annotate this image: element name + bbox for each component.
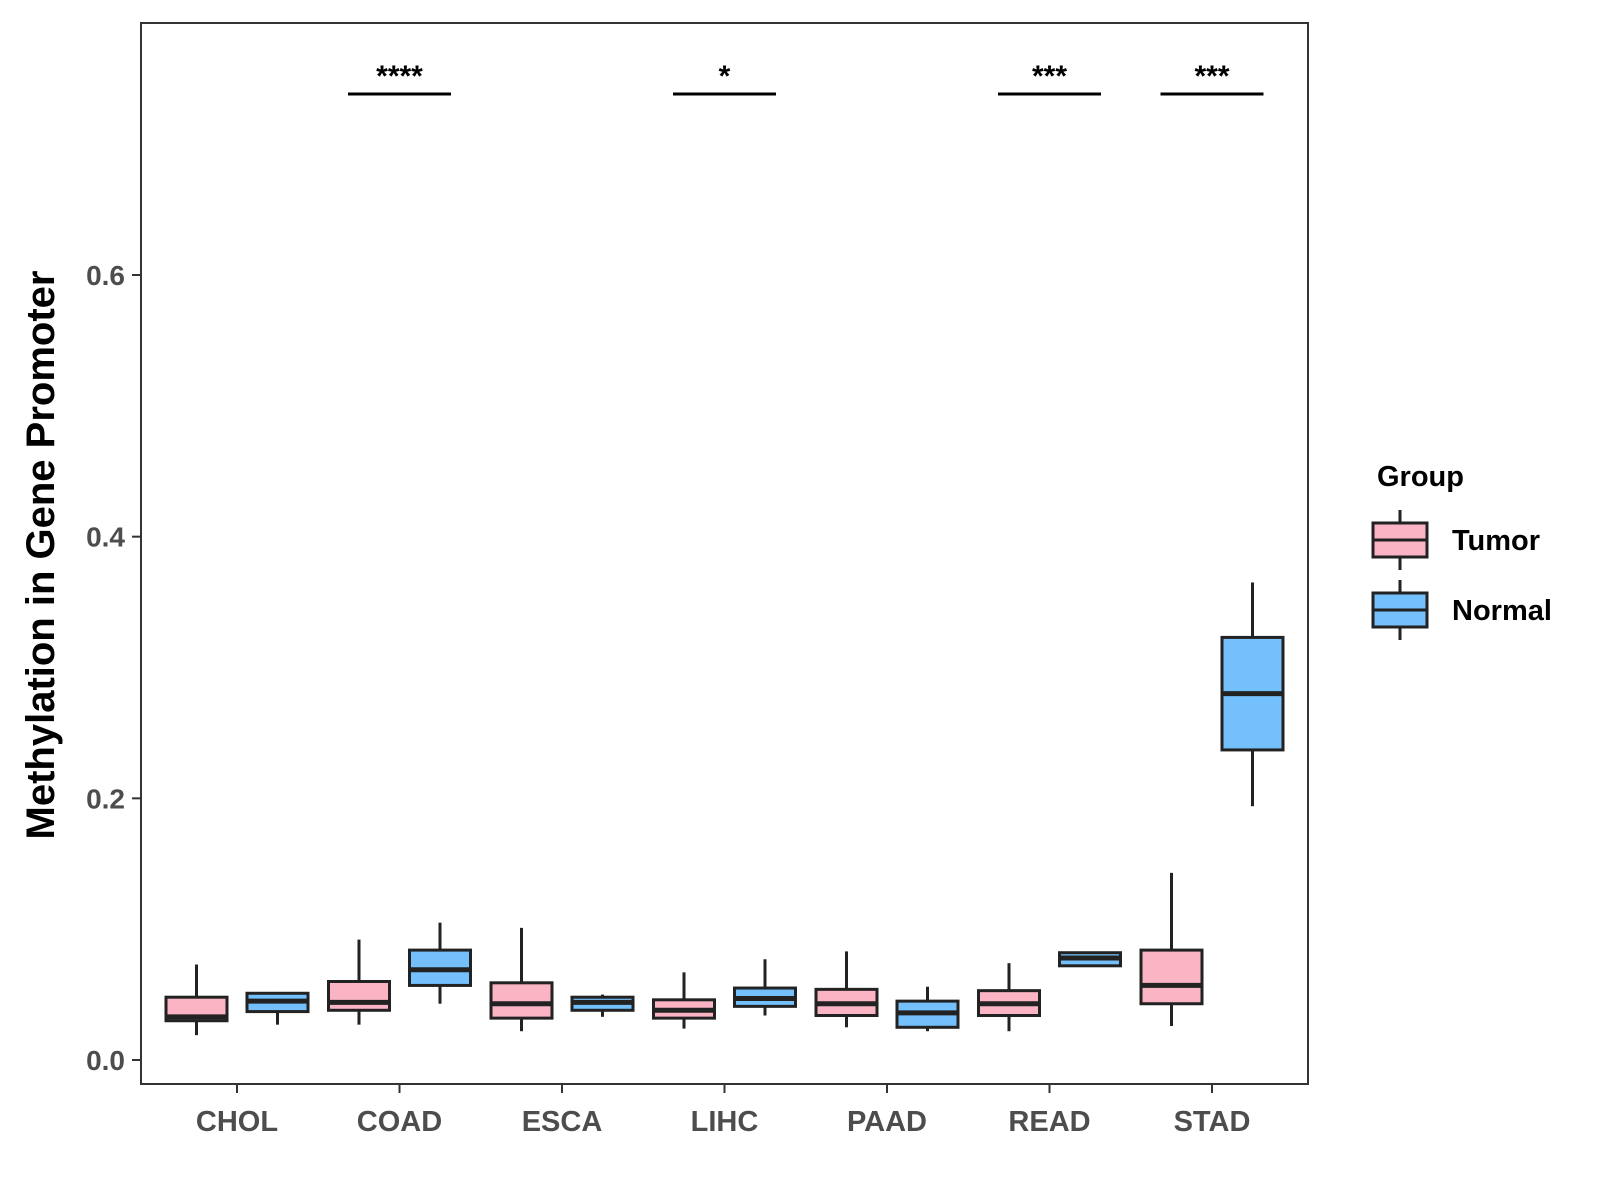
x-tick-label: STAD (1174, 1106, 1251, 1138)
significance-label: **** (376, 60, 423, 93)
significance-annotations: **** * *** *** (348, 60, 1264, 96)
x-axis: CHOL COAD ESCA LIHC PAAD READ STAD (196, 1084, 1250, 1138)
x-tick-label: LIHC (691, 1106, 759, 1138)
legend-title: Group (1377, 461, 1464, 493)
legend-label: Tumor (1452, 525, 1540, 557)
box-normal-stad (1220, 582, 1285, 807)
y-tick-label: 0.2 (86, 783, 125, 814)
x-tick-label: ESCA (522, 1106, 603, 1138)
box-body (327, 980, 391, 1012)
x-tick-label: CHOL (196, 1106, 278, 1138)
y-tick-label: 0.4 (86, 522, 125, 553)
box-tumor-coad (327, 939, 391, 1025)
x-tick-label: PAAD (847, 1106, 927, 1138)
significance-label: *** (1194, 60, 1229, 93)
box-tumor-lihc (652, 972, 716, 1029)
box-body (489, 981, 554, 1020)
box-tumor-esca (489, 927, 554, 1032)
box-normal-lihc (733, 959, 797, 1016)
y-axis: 0.0 0.2 0.4 0.6 (86, 260, 141, 1076)
x-tick-label: COAD (357, 1106, 442, 1138)
plot-panel (140, 22, 1309, 1085)
legend-label: Normal (1452, 595, 1552, 627)
y-tick-label: 0.0 (86, 1045, 125, 1076)
significance-label: * (719, 60, 731, 93)
box-body (1139, 948, 1204, 1006)
box-tumor-read (977, 963, 1041, 1032)
legend-item-tumor: Tumor (1371, 510, 1540, 570)
y-axis-label: Methylation in Gene Promoter (19, 271, 63, 840)
box-tumor-chol (164, 964, 229, 1036)
box-normal-coad (408, 922, 472, 1004)
legend: Group Tumor Normal (1371, 461, 1552, 640)
y-tick-label: 0.6 (86, 260, 125, 291)
box-normal-esca (570, 994, 635, 1017)
x-tick-label: READ (1008, 1106, 1090, 1138)
box-normal-paad (895, 986, 960, 1032)
legend-item-normal: Normal (1371, 580, 1552, 640)
significance-label: *** (1032, 60, 1067, 93)
boxplot-series (164, 582, 1285, 1036)
box-tumor-paad (814, 951, 879, 1028)
box-normal-read (1058, 951, 1122, 968)
box-tumor-stad (1139, 872, 1204, 1026)
box-normal-chol (245, 991, 310, 1025)
